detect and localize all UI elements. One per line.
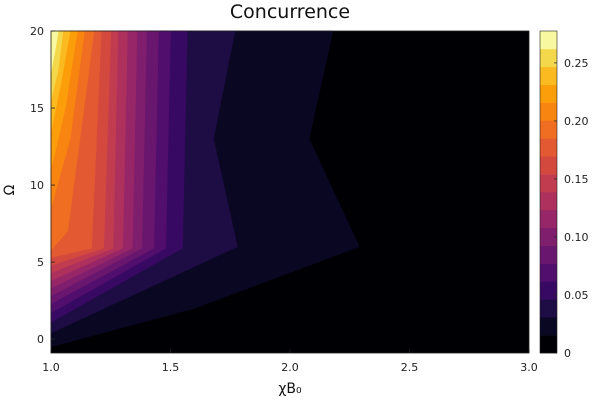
y-axis-ticks: 0 5 10 15 20 <box>30 25 55 346</box>
y-axis-label: Ω <box>2 184 18 195</box>
colorbar-segment-3 <box>540 281 557 300</box>
x-tick-label: 1.5 <box>162 361 180 374</box>
colorbar-segment-12 <box>540 120 557 139</box>
chart-title: Concurrence <box>230 1 350 23</box>
colorbar-segment-6 <box>540 227 557 246</box>
colorbar-segment-17 <box>540 31 557 50</box>
colorbar-segment-11 <box>540 138 557 157</box>
colorbar <box>539 30 558 354</box>
x-tick-label: 2.5 <box>401 361 419 374</box>
x-tick-label: 2.0 <box>281 361 299 374</box>
colorbar-tick-label: 0.05 <box>564 289 589 302</box>
colorbar-segment-16 <box>540 48 557 68</box>
colorbar-segment-7 <box>540 209 557 229</box>
colorbar-tick-label: 0 <box>564 347 571 360</box>
colorbar-segment-8 <box>540 192 557 211</box>
colorbar-segment-14 <box>540 84 557 103</box>
colorbar-segment-5 <box>540 245 557 264</box>
colorbar-segment-15 <box>540 66 557 85</box>
colorbar-segment-9 <box>540 174 557 193</box>
colorbar-segment-0 <box>540 335 557 354</box>
x-axis-label: χB₀ <box>278 381 302 397</box>
colorbar-segment-10 <box>540 156 557 175</box>
colorbar-segment-1 <box>540 317 557 336</box>
colorbar-tick-label: 0.25 <box>564 57 589 70</box>
y-tick-label: 15 <box>30 102 44 115</box>
colorbar-tick-label: 0.20 <box>564 115 589 128</box>
colorbar-tick-label: 0.15 <box>564 173 589 186</box>
y-tick-label: 5 <box>37 256 44 269</box>
colorbar-ticks: 0 0.05 0.10 0.15 0.20 0.25 <box>554 57 589 360</box>
contour-plot-area <box>50 30 530 354</box>
colorbar-segment-4 <box>540 263 557 282</box>
colorbar-frame <box>539 30 558 354</box>
y-tick-label: 0 <box>37 333 44 346</box>
y-tick-label: 20 <box>30 25 44 38</box>
x-tick-label: 1.0 <box>42 361 60 374</box>
x-tick-label: 3.0 <box>520 361 538 374</box>
colorbar-segment-2 <box>540 299 557 318</box>
x-axis-ticks: 1.0 1.5 2.0 2.5 3.0 <box>42 349 538 374</box>
colorbar-tick-label: 0.10 <box>564 231 589 244</box>
colorbar-segment-13 <box>540 102 557 121</box>
y-tick-label: 10 <box>30 179 44 192</box>
